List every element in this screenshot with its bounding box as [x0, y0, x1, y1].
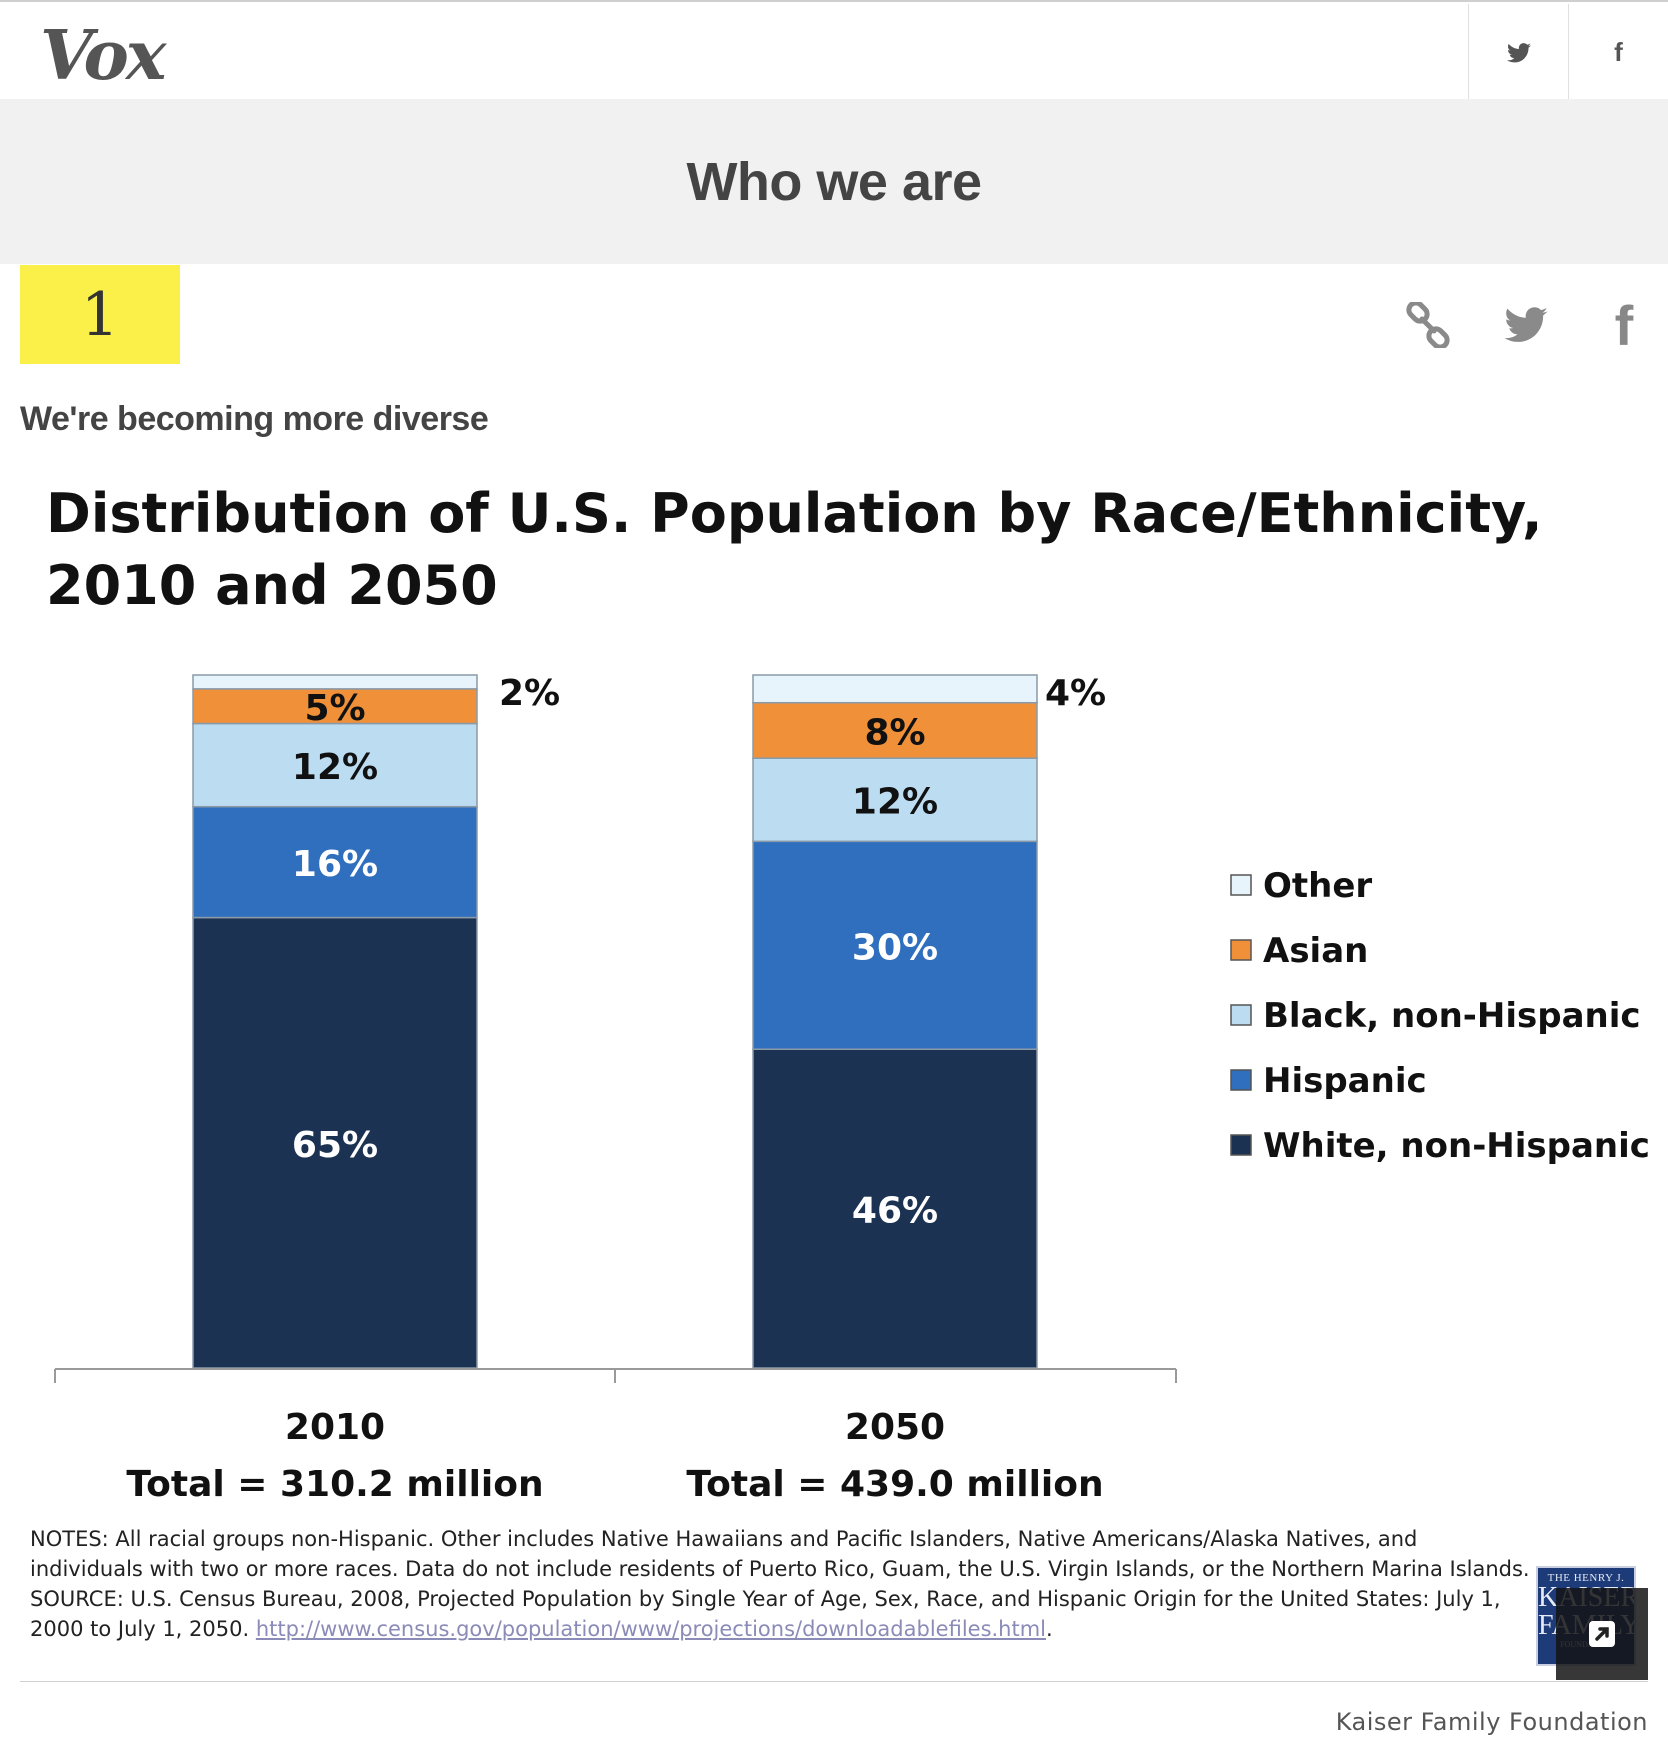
link-icon	[1406, 302, 1450, 348]
vox-logo[interactable]: Vox	[40, 16, 166, 96]
card-facebook-share-button[interactable]: f	[1594, 293, 1654, 357]
data-label-2010-other: 2%	[499, 673, 560, 714]
x-tick-label-2010: 2010	[285, 1407, 385, 1448]
x-total-label-2050: Total = 439.0 million	[686, 1464, 1103, 1505]
x-total-label-2010: Total = 310.2 million	[126, 1464, 543, 1505]
data-label-2050-asian: 8%	[864, 712, 925, 753]
card-number-badge: 1	[20, 265, 180, 364]
twitter-icon	[1506, 42, 1531, 62]
facebook-icon: f	[1614, 293, 1634, 357]
bar-segment-2010-asian	[192, 688, 478, 725]
legend-label-other: Other	[1263, 866, 1372, 906]
bar-segment-2010-white-non-hispanic	[192, 916, 478, 1369]
data-label-2010-hispanic: 16%	[292, 844, 378, 885]
source-link[interactable]: http://www.census.gov/population/www/pro…	[255, 1617, 1047, 1641]
chart-title: Distribution of U.S. Population by Race/…	[46, 482, 1543, 617]
card-twitter-share-button[interactable]	[1496, 295, 1556, 355]
data-label-2010-white-non-hispanic: 65%	[292, 1125, 378, 1166]
notes-text: NOTES: All racial groups non-Hispanic. O…	[30, 1527, 1530, 1581]
facebook-icon: f	[1614, 37, 1623, 67]
stacked-bar-chart: 65% 16% 12% 5% 2% 2010 Total = 310.2 million 46…	[54, 673, 1650, 1505]
data-label-2050-other: 4%	[1045, 673, 1106, 714]
source-link-suffix: .	[1046, 1617, 1053, 1641]
card-title: We're becoming more diverse	[20, 400, 489, 438]
header-twitter-share-button[interactable]	[1468, 4, 1568, 101]
top-bar: Vox f	[0, 0, 1668, 101]
legend-swatch-white-non-hispanic	[1230, 1134, 1252, 1156]
legend-swatch-other	[1230, 874, 1252, 896]
expand-icon	[1589, 1621, 1615, 1647]
data-label-2050-black-non-hispanic: 12%	[852, 782, 938, 823]
data-label-2010-black-non-hispanic: 12%	[292, 747, 378, 788]
bar-segment-2050-black-non-hispanic	[752, 757, 1038, 843]
bar-segment-2010-hispanic	[192, 805, 478, 919]
legend-label-asian: Asian	[1263, 931, 1368, 971]
kff-logo-line1: THE HENRY J.	[1547, 1572, 1625, 1584]
twitter-icon	[1504, 307, 1548, 342]
data-label-2050-white-non-hispanic: 46%	[852, 1191, 938, 1232]
bar-segment-2010-other	[192, 674, 478, 690]
data-label-2010-asian: 5%	[304, 688, 365, 729]
bar-segment-2050-other	[752, 674, 1038, 704]
caption-divider	[20, 1681, 1648, 1682]
image-credit: Kaiser Family Foundation	[1335, 1708, 1648, 1736]
legend-label-black-non-hispanic: Black, non-Hispanic	[1263, 996, 1641, 1036]
legend-swatch-asian	[1230, 939, 1252, 961]
bar-segment-2050-hispanic	[752, 840, 1038, 1050]
chart-notes: NOTES: All racial groups non-Hispanic. O…	[30, 1524, 1530, 1644]
legend-label-white-non-hispanic: White, non-Hispanic	[1263, 1126, 1650, 1166]
source-line: SOURCE: U.S. Census Bureau, 2008, Projec…	[30, 1584, 1530, 1644]
source-text: SOURCE: U.S. Census Bureau, 2008, Projec…	[30, 1587, 1501, 1641]
card-copy-link-button[interactable]	[1398, 295, 1458, 355]
section-header: Who we are	[0, 99, 1668, 264]
bar-segment-2050-white-non-hispanic	[752, 1048, 1038, 1369]
legend-swatch-black-non-hispanic	[1230, 1004, 1252, 1026]
data-label-2050-hispanic: 30%	[852, 927, 938, 968]
expand-image-button[interactable]	[1556, 1588, 1648, 1680]
bar-segment-2010-black-non-hispanic	[192, 722, 478, 808]
section-title: Who we are	[686, 151, 982, 212]
legend-label-hispanic: Hispanic	[1263, 1061, 1427, 1101]
bar-segment-2050-asian	[752, 701, 1038, 759]
x-tick-label-2050: 2050	[845, 1407, 945, 1448]
legend-swatch-hispanic	[1230, 1069, 1252, 1091]
header-facebook-share-button[interactable]: f	[1568, 4, 1668, 101]
